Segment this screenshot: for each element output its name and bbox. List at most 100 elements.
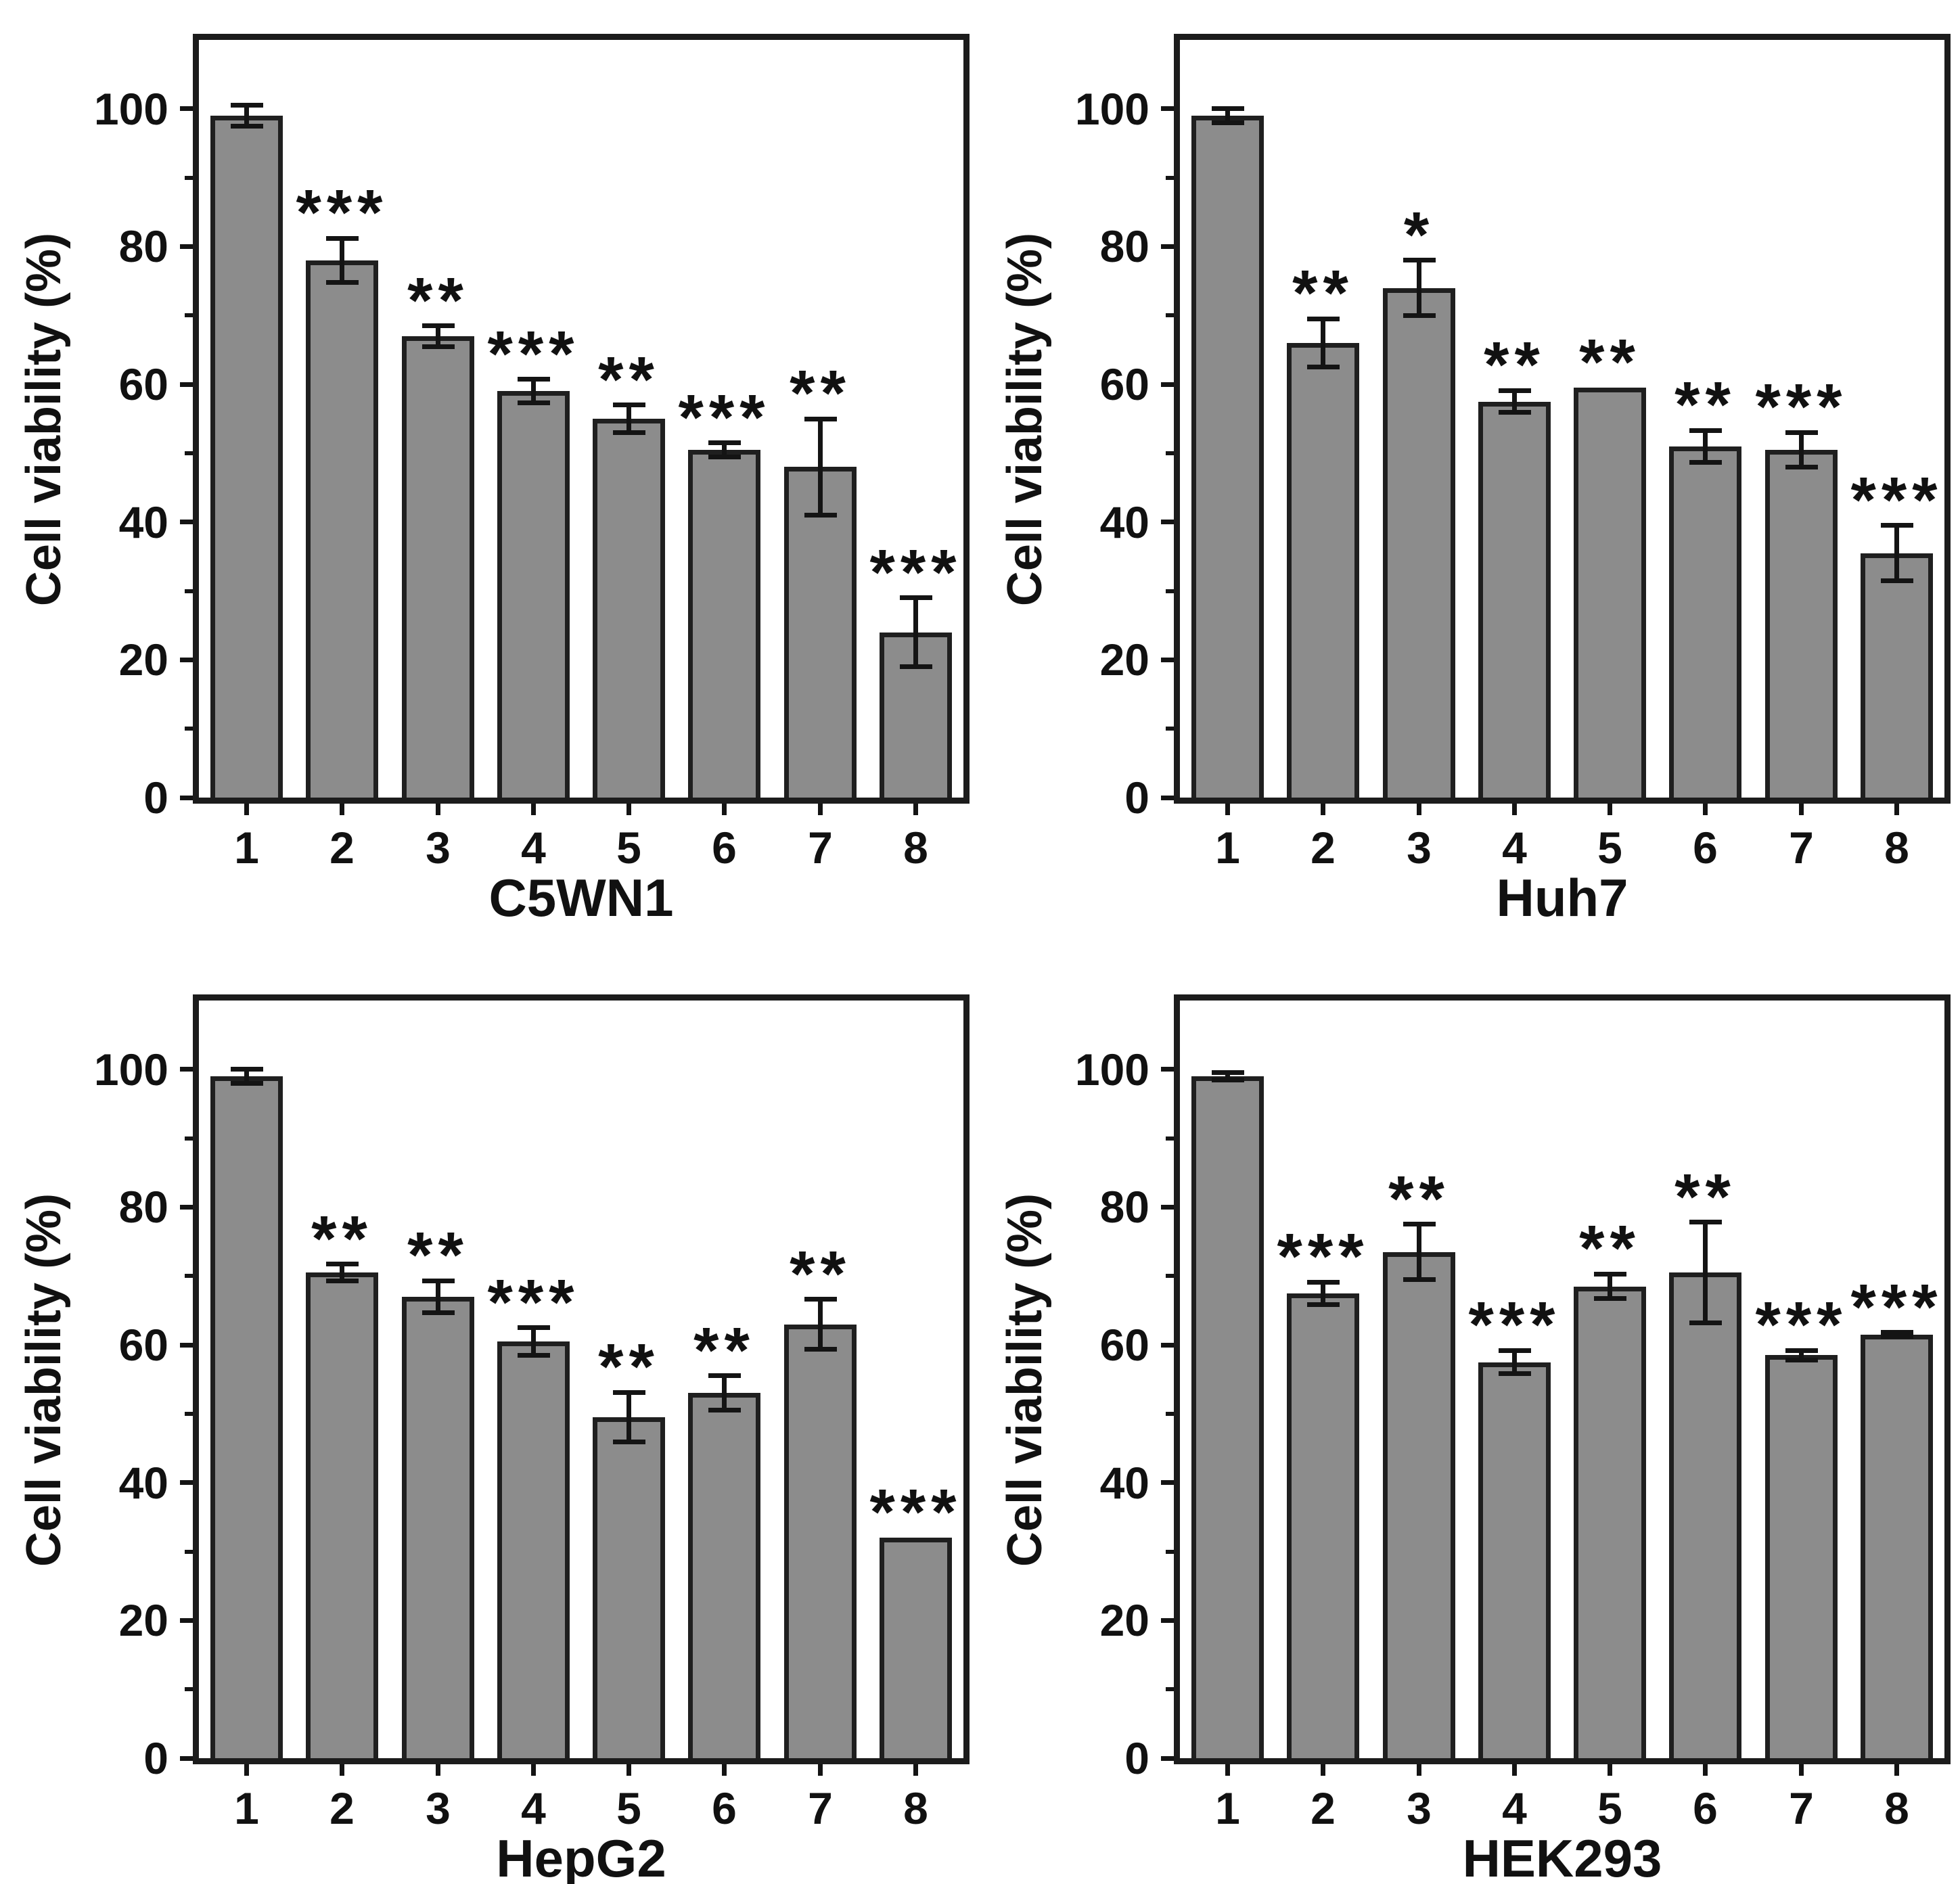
bar (1478, 402, 1551, 798)
error-cap-top (1403, 1222, 1436, 1227)
y-tick (180, 244, 193, 249)
significance-stars: *** (1755, 371, 1848, 444)
x-tick-label: 3 (1407, 1783, 1432, 1833)
error-bar (913, 597, 918, 667)
bar (1191, 116, 1264, 798)
y-tick-label: 80 (1099, 221, 1149, 272)
y-tick (180, 520, 193, 525)
x-tick (818, 804, 823, 815)
x-tick (1512, 804, 1517, 815)
y-tick (180, 1617, 193, 1623)
y-tick-label: 0 (143, 773, 168, 823)
error-bar (244, 1069, 249, 1084)
x-tick (1703, 804, 1708, 815)
x-tick-label: 1 (1215, 823, 1240, 873)
significance-stars: *** (487, 1266, 580, 1339)
x-tick-label: 3 (426, 1783, 451, 1833)
error-cap-top (1785, 430, 1818, 435)
y-tick-label: 0 (143, 1733, 168, 1783)
y-tick (180, 382, 193, 387)
significance-stars: *** (1277, 1220, 1369, 1293)
y-tick-label: 80 (1099, 1182, 1149, 1233)
bar (1861, 1335, 1933, 1758)
x-tick (1608, 804, 1612, 815)
x-tick-label: 8 (903, 823, 928, 873)
x-tick-label: 1 (1215, 1783, 1240, 1833)
error-bar (626, 1392, 631, 1442)
y-minor-tick (185, 589, 193, 593)
error-cap-top (1498, 388, 1531, 393)
error-bar (1321, 319, 1325, 367)
error-bar (244, 105, 249, 127)
error-cap-bottom (325, 279, 359, 285)
significance-stars: ** (790, 1237, 851, 1310)
x-tick (1894, 1764, 1899, 1776)
y-tick-label: 60 (1099, 1320, 1149, 1371)
plot-area-hek293: 0 20 40 60 80 100 1 *** 2 ** 3 *** 4 ** 5 ** 6 *** 7 *** 8 (1075, 994, 1951, 1833)
bar (593, 419, 665, 798)
bar (880, 1538, 952, 1758)
x-tick-label: 4 (1502, 1783, 1527, 1833)
y-tick (180, 1755, 193, 1761)
y-tick (180, 657, 193, 662)
error-bar (1512, 390, 1517, 413)
error-cap-bottom (1689, 1320, 1722, 1326)
error-bar (1799, 1350, 1804, 1360)
bar (306, 1272, 378, 1758)
error-cap-bottom (517, 400, 550, 406)
error-cap-top (804, 416, 837, 421)
bar (1478, 1362, 1551, 1758)
plot-area-huh7: 0 20 40 60 80 100 1 ** 2 * 3 ** 4 ** 5 ** 6 *** 7 *** 8 (1075, 34, 1951, 872)
bar (784, 1325, 857, 1758)
y-minor-tick (185, 313, 193, 318)
bar (1383, 288, 1455, 798)
y-tick (1161, 106, 1174, 112)
significance-stars: ** (407, 1219, 469, 1292)
y-tick-label: 100 (93, 83, 168, 134)
error-bar (818, 1299, 823, 1350)
x-tick-label: 5 (616, 1783, 641, 1833)
error-cap-top (517, 1325, 550, 1331)
error-bar (722, 1375, 727, 1410)
x-tick-label: 7 (808, 1783, 833, 1833)
y-tick (180, 795, 193, 800)
error-cap-top (1880, 1330, 1913, 1335)
error-cap-top (1593, 1271, 1626, 1277)
y-tick-label: 20 (1099, 1595, 1149, 1646)
error-bar (1608, 1274, 1612, 1299)
x-tick (1894, 804, 1899, 815)
bar (1765, 1355, 1838, 1758)
chart-hepg2: Cell viability (%) 0 20 40 60 80 100 1 ** 2 ** 3 **… (0, 961, 981, 1884)
bar (1861, 553, 1933, 798)
x-tick (436, 1764, 440, 1776)
bar (688, 450, 760, 798)
error-bar (1703, 430, 1708, 463)
error-cap-top (1306, 1279, 1340, 1285)
error-bar (722, 442, 727, 457)
y-minor-tick (185, 1274, 193, 1279)
bar (1383, 1252, 1455, 1758)
x-tick (818, 1764, 823, 1776)
y-minor-tick (185, 1136, 193, 1141)
error-cap-bottom (230, 123, 263, 129)
bar (688, 1393, 760, 1758)
x-tick-label: 5 (1597, 823, 1622, 873)
error-bar (531, 1327, 536, 1356)
x-tick (1321, 804, 1325, 815)
error-cap-bottom (612, 1440, 645, 1445)
x-tick (626, 1764, 631, 1776)
error-cap-bottom (517, 1352, 550, 1358)
error-cap-top (1498, 1348, 1531, 1353)
significance-stars: ** (1674, 1160, 1736, 1233)
error-cap-bottom (1880, 578, 1913, 583)
x-tick-label: 6 (1693, 823, 1718, 873)
error-cap-bottom (1211, 120, 1244, 125)
x-tick-label: 8 (1884, 1783, 1909, 1833)
x-tick-label: 2 (1311, 823, 1336, 873)
x-tick (913, 804, 918, 815)
bar (1765, 450, 1838, 798)
error-bar (1321, 1282, 1325, 1305)
error-cap-bottom (1498, 1371, 1531, 1377)
x-tick (1512, 1764, 1517, 1776)
plot-area-hepg2: 0 20 40 60 80 100 1 ** 2 ** 3 *** 4 ** 5 ** 6 ** 7 *** 8 (94, 994, 970, 1833)
